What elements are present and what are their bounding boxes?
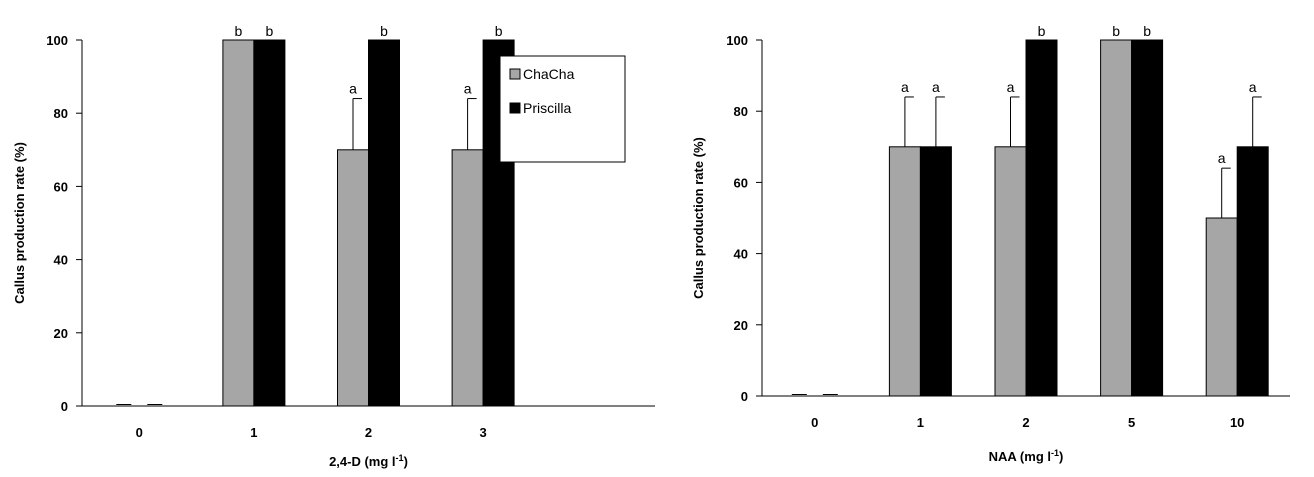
bar-priscilla xyxy=(1025,39,1058,397)
x-tick-label: 0 xyxy=(811,415,818,430)
bar-priscilla xyxy=(919,146,952,397)
y-tick-label: 20 xyxy=(734,318,748,333)
significance-letter: b xyxy=(495,23,503,39)
significance-letter: b xyxy=(235,23,243,39)
bar-priscilla xyxy=(1236,146,1269,397)
y-tick-label: 0 xyxy=(741,389,748,404)
x-tick-label: 0 xyxy=(136,425,143,440)
y-tick-label: 40 xyxy=(734,247,748,262)
y-tick-label: 60 xyxy=(54,179,68,194)
x-tick-label: 2 xyxy=(1022,415,1029,430)
bar-chacha xyxy=(451,149,484,407)
legend-label-chacha: ChaCha xyxy=(523,66,575,82)
y-axis-title: Callus production rate (%) xyxy=(12,142,27,304)
x-axis-title-main: 2,4-D (mg l xyxy=(329,454,395,469)
x-axis-title: NAA (mg l-1) xyxy=(989,448,1064,464)
bar-chacha xyxy=(222,39,255,407)
significance-letter: b xyxy=(1112,23,1120,39)
y-tick-label: 20 xyxy=(54,326,68,341)
y-tick-label: 100 xyxy=(726,33,748,48)
significance-letter: a xyxy=(1218,150,1226,166)
significance-letter: b xyxy=(380,23,388,39)
x-tick-label: 5 xyxy=(1128,415,1135,430)
x-tick-label: 1 xyxy=(917,415,924,430)
y-tick-label: 100 xyxy=(46,33,68,48)
x-axis-title-superscript: -1 xyxy=(396,453,404,463)
significance-letter: b xyxy=(1038,23,1046,39)
legend-swatch-chacha xyxy=(509,68,521,80)
x-tick-label: 3 xyxy=(479,425,486,440)
significance-letter: a xyxy=(1007,79,1015,95)
bar-priscilla xyxy=(253,39,286,407)
y-tick-label: 40 xyxy=(54,253,68,268)
significance-letter: a xyxy=(901,79,909,95)
y-tick-label: 80 xyxy=(54,106,68,121)
significance-letter: a xyxy=(932,79,940,95)
x-tick-label: 10 xyxy=(1230,415,1244,430)
bar-chacha xyxy=(1205,217,1238,397)
significance-letter: a xyxy=(464,81,472,97)
legend-box xyxy=(499,55,626,163)
x-axis-title-superscript: -1 xyxy=(1051,448,1059,458)
legend-swatch-priscilla xyxy=(509,102,521,114)
significance-letter: b xyxy=(1143,23,1151,39)
x-tick-label: 2 xyxy=(365,425,372,440)
x-axis-title-suffix: ) xyxy=(1059,449,1063,464)
bar-chacha xyxy=(888,146,921,397)
x-axis-title-main: NAA (mg l xyxy=(989,449,1051,464)
significance-letter: a xyxy=(349,81,357,97)
y-axis-title: Callus production rate (%) xyxy=(691,137,706,299)
bar-priscilla xyxy=(368,39,400,407)
significance-letter: a xyxy=(1249,79,1257,95)
x-tick-label: 1 xyxy=(250,425,257,440)
y-tick-label: 80 xyxy=(734,104,748,119)
x-axis-title-suffix: ) xyxy=(404,454,408,469)
legend-label-priscilla: Priscilla xyxy=(523,100,571,116)
significance-letter: b xyxy=(266,23,274,39)
bar-chacha xyxy=(994,146,1027,397)
y-tick-label: 0 xyxy=(61,399,68,414)
y-tick-label: 60 xyxy=(734,175,748,190)
bar-chacha xyxy=(1100,39,1133,397)
bar-chacha xyxy=(337,149,369,407)
bar-priscilla xyxy=(1131,39,1164,397)
x-axis-title: 2,4-D (mg l-1) xyxy=(329,453,408,469)
